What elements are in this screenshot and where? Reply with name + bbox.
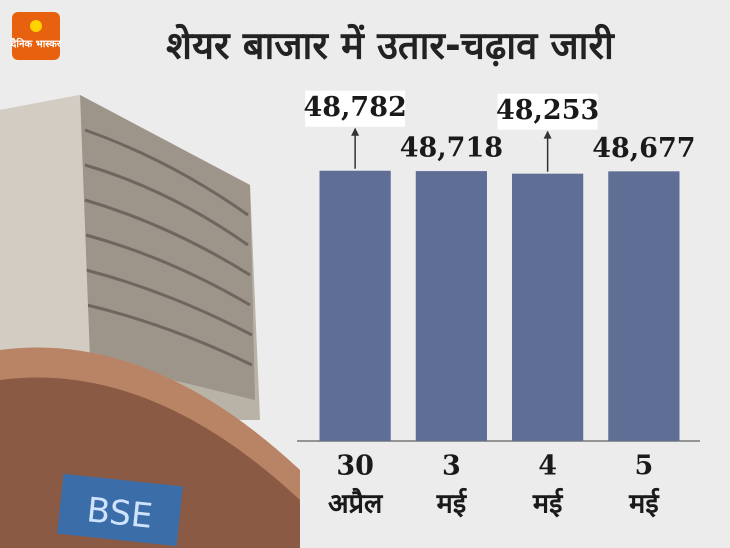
x-tick-label: मई — [532, 488, 564, 520]
value-label-box — [497, 93, 598, 130]
bar — [319, 170, 391, 441]
x-tick-label: अप्रैल — [328, 488, 384, 520]
bar — [415, 171, 487, 441]
x-tick-label: मई — [436, 488, 468, 520]
value-label: 48,253 — [496, 95, 599, 126]
logo-text: दैनिक भास्कर — [10, 37, 62, 50]
arrow-head — [351, 127, 360, 136]
arrow-head — [543, 130, 552, 139]
value-label: 48,718 — [400, 133, 503, 164]
value-label: 48,677 — [592, 133, 695, 164]
x-tick-label: 4 — [538, 451, 557, 482]
building-illustration: BSE — [0, 95, 300, 548]
bar — [512, 173, 584, 441]
value-label-box — [305, 90, 406, 127]
x-tick-label: 30 — [336, 451, 374, 482]
value-label: 48,782 — [303, 92, 406, 123]
x-tick-label: 3 — [442, 451, 461, 482]
chart-title: शेयर बाजार में उतार-चढ़ाव जारी — [166, 24, 615, 68]
logo: दैनिक भास्कर — [10, 12, 62, 60]
bar — [608, 171, 680, 442]
svg-text:BSE: BSE — [85, 490, 155, 537]
x-tick-label: मई — [628, 488, 660, 520]
x-tick-label: 5 — [634, 451, 653, 482]
